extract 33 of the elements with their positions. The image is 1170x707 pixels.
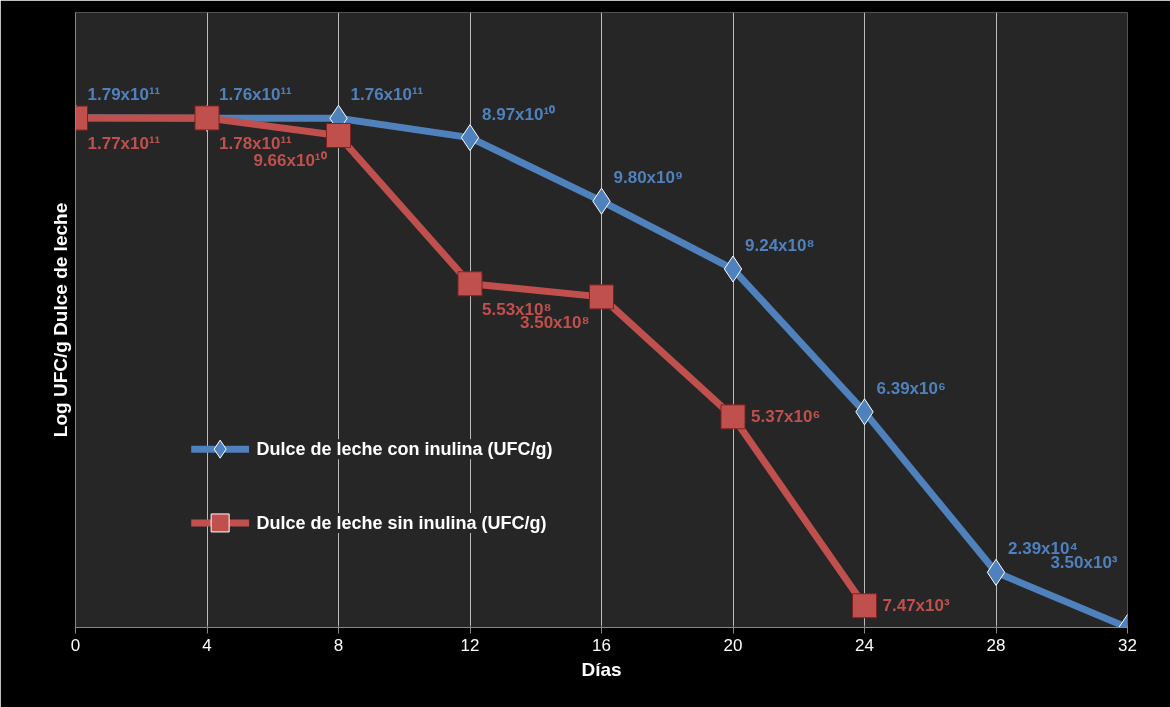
data-label: 7.47x10³ <box>882 596 950 616</box>
point <box>460 124 480 152</box>
point <box>326 122 351 148</box>
data-label: 5.37x10⁶ <box>751 407 821 427</box>
x-tick-label: 28 <box>986 635 1006 655</box>
x-tick-label: 24 <box>855 635 874 655</box>
data-label: 1.79x10¹¹ <box>87 84 161 104</box>
point <box>986 558 1006 586</box>
x-tick-label: 4 <box>202 635 212 655</box>
point <box>852 593 877 619</box>
y-axis-title: Log UFC/g Dulce de leche <box>49 202 71 438</box>
data-label: 6.39x10⁶ <box>876 378 946 398</box>
point <box>720 404 746 430</box>
data-label: 9.80x10⁹ <box>613 168 684 188</box>
x-tick-label: 16 <box>592 635 611 655</box>
data-label: 8.97x10¹⁰ <box>482 104 556 124</box>
data-label: 9.66x10¹⁰ <box>253 151 327 171</box>
point <box>589 284 614 310</box>
x-tick-label: 20 <box>723 635 743 655</box>
x-tick-label: 12 <box>460 635 480 655</box>
data-label: 1.76x10¹¹ <box>219 85 293 105</box>
legend-label: Dulce de leche con inulina (UFC/g) <box>256 439 553 460</box>
x-tick-label: 32 <box>1118 635 1137 655</box>
x-tick-label: 0 <box>70 635 81 655</box>
x-tick-label: 8 <box>333 635 344 655</box>
data-label: 1.78x10¹¹ <box>219 133 293 153</box>
point <box>723 255 743 283</box>
point <box>457 271 483 297</box>
data-label: 1.77x10¹¹ <box>87 134 161 154</box>
legend-label: Dulce de leche sin inulina (UFC/g) <box>256 512 547 533</box>
data-label: 9.24x10⁸ <box>745 236 815 256</box>
data-label: 1.76x10¹¹ <box>350 85 424 105</box>
x-axis-title: Días <box>581 658 622 680</box>
